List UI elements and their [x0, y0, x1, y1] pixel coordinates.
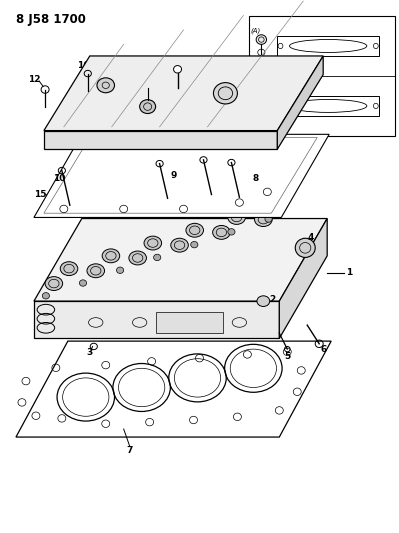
Polygon shape [156, 312, 223, 333]
Text: 6: 6 [321, 345, 327, 353]
Polygon shape [279, 219, 327, 338]
Ellipse shape [45, 277, 63, 290]
Ellipse shape [295, 238, 315, 257]
Text: 16: 16 [77, 61, 89, 69]
Ellipse shape [257, 296, 270, 306]
Text: 14: 14 [97, 70, 110, 79]
Ellipse shape [154, 254, 161, 261]
Ellipse shape [79, 280, 87, 286]
Polygon shape [34, 134, 329, 217]
Text: 13: 13 [136, 71, 149, 80]
Text: 2: 2 [269, 295, 275, 304]
Ellipse shape [171, 238, 188, 252]
Ellipse shape [191, 241, 198, 248]
Ellipse shape [256, 35, 267, 44]
Polygon shape [44, 131, 277, 149]
Text: (B): (B) [250, 88, 261, 94]
Ellipse shape [256, 95, 267, 104]
Ellipse shape [255, 213, 272, 227]
Polygon shape [277, 56, 323, 149]
Text: 11: 11 [220, 70, 233, 79]
Text: 10: 10 [53, 174, 65, 183]
Text: 3: 3 [87, 349, 93, 357]
Ellipse shape [129, 251, 146, 265]
Ellipse shape [265, 216, 272, 222]
Text: 15: 15 [34, 190, 46, 199]
Ellipse shape [213, 225, 230, 239]
Polygon shape [34, 301, 279, 338]
Text: (A): (A) [250, 28, 261, 34]
Ellipse shape [42, 293, 49, 299]
Ellipse shape [102, 249, 120, 263]
Ellipse shape [186, 223, 203, 237]
Ellipse shape [144, 236, 162, 250]
Text: 12: 12 [28, 76, 40, 84]
Text: 7: 7 [126, 446, 133, 455]
Ellipse shape [117, 267, 124, 273]
Text: 8: 8 [252, 174, 259, 183]
Text: 8 J58 1700: 8 J58 1700 [16, 13, 86, 26]
Text: 4: 4 [308, 233, 314, 241]
Polygon shape [34, 219, 327, 301]
Text: 14: 14 [175, 59, 188, 67]
Ellipse shape [228, 211, 245, 224]
Polygon shape [44, 56, 323, 131]
Ellipse shape [97, 78, 115, 93]
Ellipse shape [174, 66, 182, 73]
Polygon shape [16, 341, 331, 437]
Text: 1: 1 [346, 269, 352, 277]
Text: 5: 5 [284, 352, 290, 360]
Text: 9: 9 [170, 172, 177, 180]
Ellipse shape [87, 264, 105, 278]
Ellipse shape [213, 83, 237, 104]
Ellipse shape [60, 262, 78, 276]
Ellipse shape [228, 229, 235, 235]
Ellipse shape [140, 100, 156, 114]
Ellipse shape [270, 198, 287, 212]
